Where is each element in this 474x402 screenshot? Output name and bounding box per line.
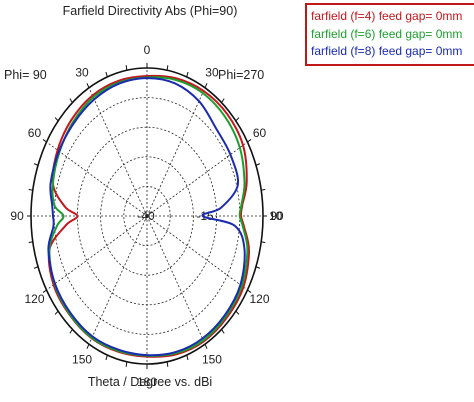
- left-plane-label: Phi= 90: [4, 68, 47, 82]
- grid-ring-2: [100, 156, 194, 276]
- tick-mark-150: [204, 343, 208, 349]
- angle-label-120-left: 120: [24, 292, 44, 306]
- angle-label-30-right: 30: [205, 65, 219, 79]
- tick-mark-130: [235, 310, 240, 315]
- tick-mark-340: [105, 71, 108, 78]
- grid-spoke-300: [46, 141, 148, 217]
- tick-mark-100: [261, 241, 266, 244]
- angle-label-60-left: 60: [28, 126, 42, 140]
- tick-mark-350: [125, 65, 128, 71]
- tick-mark-200: [105, 354, 108, 361]
- grid-spoke-330: [88, 87, 148, 217]
- legend: farfield (f=4) feed gap= 0mm farfield (f…: [305, 3, 474, 66]
- right-plane-label: Phi=270: [218, 68, 265, 82]
- tick-mark-190: [125, 361, 128, 367]
- x-axis-label: Theta / Degree vs. dBi: [87, 375, 213, 389]
- angle-label-90-left: 90: [10, 209, 24, 223]
- grid-spoke-120: [146, 215, 248, 291]
- grid-spoke-150: [146, 215, 206, 345]
- legend-item-f6: farfield (f=6) feed gap= 0mm: [311, 26, 463, 41]
- tick-mark-330: [86, 83, 90, 89]
- tick-mark-40: [221, 98, 225, 103]
- tick-mark-320: [69, 98, 73, 103]
- angle-label-150-left: 150: [72, 353, 92, 367]
- tick-mark-80: [261, 188, 266, 191]
- tick-mark-30: [204, 83, 208, 89]
- tick-mark-140: [221, 329, 225, 334]
- tick-mark-310: [54, 117, 59, 122]
- angle-label-150-right: 150: [202, 353, 222, 367]
- angle-label-60-right: 60: [253, 126, 267, 140]
- tick-mark-110: [255, 266, 261, 269]
- tick-mark-240: [42, 289, 47, 293]
- series-line-f8: [47, 77, 246, 357]
- tick-mark-120: [247, 289, 252, 293]
- tick-mark-280: [28, 188, 33, 191]
- angle-label-30-left: 30: [75, 65, 89, 79]
- tick-mark-250: [33, 266, 39, 269]
- grid-spoke-210: [88, 215, 148, 345]
- tick-mark-210: [86, 343, 90, 349]
- grid-spoke-30: [146, 87, 206, 217]
- radial-label--40: -40: [137, 209, 155, 223]
- tick-mark-10: [166, 65, 169, 71]
- tick-mark-290: [33, 163, 39, 166]
- legend-item-f4: farfield (f=4) feed gap= 0mm: [311, 9, 463, 23]
- angle-label-180: 180: [137, 375, 157, 389]
- tick-mark-70: [255, 163, 261, 166]
- grid-spoke-60: [146, 141, 248, 217]
- tick-mark-300: [42, 139, 47, 143]
- tick-mark-170: [166, 361, 169, 367]
- tick-mark-20: [186, 71, 189, 78]
- tick-mark-220: [69, 329, 73, 334]
- grid-spoke-240: [46, 215, 148, 291]
- legend-item-f8: farfield (f=8) feed gap= 0mm: [311, 44, 463, 58]
- tick-mark-260: [28, 241, 33, 244]
- angle-label-120-right: 120: [249, 292, 269, 306]
- tick-mark-230: [54, 310, 59, 315]
- angle-label-0: 0: [144, 43, 151, 57]
- chart-title: Farfield Directivity Abs (Phi=90): [62, 4, 238, 18]
- radial-label-10: 10: [269, 209, 283, 223]
- tick-mark-160: [186, 354, 189, 361]
- tick-mark-60: [247, 139, 252, 143]
- angle-label-90-right: 90: [270, 209, 284, 223]
- tick-mark-50: [235, 117, 240, 122]
